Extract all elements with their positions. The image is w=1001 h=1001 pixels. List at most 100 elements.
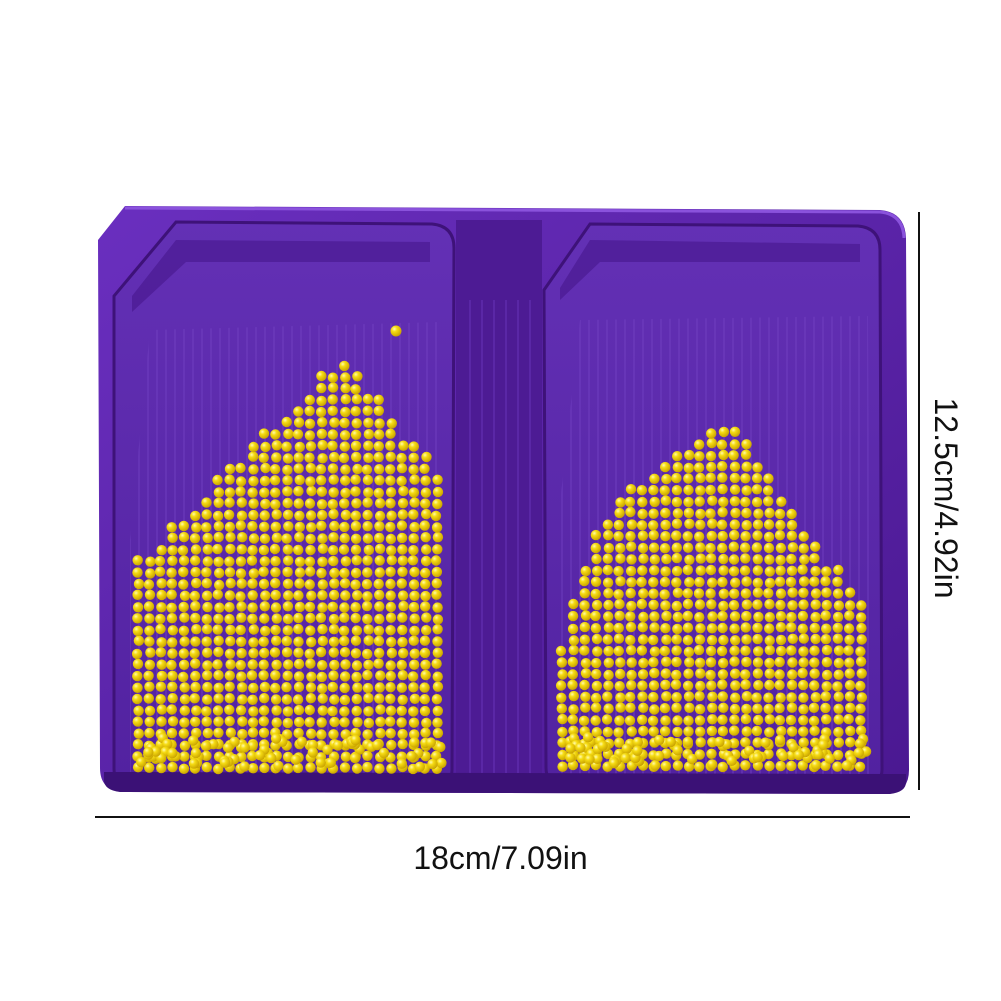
bead xyxy=(626,554,637,565)
bead xyxy=(686,753,698,765)
bead xyxy=(224,648,236,659)
bead xyxy=(601,714,613,725)
bead xyxy=(247,727,259,738)
bead xyxy=(166,589,177,600)
bead xyxy=(396,717,407,728)
bead xyxy=(786,611,797,623)
bead xyxy=(132,739,144,750)
bead xyxy=(591,633,603,645)
bead xyxy=(385,705,397,716)
bead xyxy=(236,612,247,623)
bead xyxy=(694,749,705,760)
bead xyxy=(787,587,798,598)
bead xyxy=(774,508,786,520)
bead xyxy=(844,668,855,679)
bead xyxy=(705,657,717,668)
bead xyxy=(740,553,751,564)
bead xyxy=(316,499,328,510)
bead xyxy=(167,532,178,543)
bead xyxy=(408,601,420,613)
bead xyxy=(396,520,408,531)
bead xyxy=(386,545,397,556)
bead xyxy=(304,556,316,567)
bead xyxy=(672,462,683,473)
bead xyxy=(728,600,740,611)
bead xyxy=(189,693,200,704)
bead xyxy=(304,452,315,463)
bead xyxy=(201,522,212,533)
bead xyxy=(260,462,271,474)
bead xyxy=(420,601,431,612)
bead xyxy=(145,647,156,658)
bead xyxy=(201,614,212,625)
bead xyxy=(201,497,212,508)
bead xyxy=(683,691,695,702)
bead xyxy=(396,578,407,589)
bead xyxy=(317,602,328,613)
bead xyxy=(190,510,201,522)
bead xyxy=(832,611,844,623)
bead xyxy=(650,760,661,771)
bead xyxy=(328,508,339,520)
bead xyxy=(809,576,820,587)
bead xyxy=(212,589,223,600)
bead xyxy=(764,714,775,725)
bead xyxy=(660,679,671,690)
bead xyxy=(350,602,361,613)
bead xyxy=(717,691,728,702)
bead xyxy=(568,690,579,702)
bead xyxy=(378,747,390,759)
bead xyxy=(266,752,277,764)
bead xyxy=(190,681,201,693)
bead xyxy=(844,634,855,645)
bead xyxy=(420,727,431,738)
bead xyxy=(327,429,338,440)
bead xyxy=(693,644,705,656)
bead xyxy=(408,487,420,498)
bead xyxy=(132,682,143,693)
bead xyxy=(764,623,775,634)
bead xyxy=(591,680,603,692)
bead xyxy=(665,736,676,748)
bead xyxy=(201,567,212,578)
bead xyxy=(763,473,774,484)
bead xyxy=(328,589,340,601)
bead xyxy=(602,577,614,588)
bead xyxy=(373,635,385,647)
bead xyxy=(200,740,212,752)
bead xyxy=(294,510,305,521)
bead xyxy=(786,679,798,691)
bead xyxy=(832,761,843,772)
bead xyxy=(340,464,351,475)
bead xyxy=(329,451,340,463)
bead xyxy=(156,704,168,715)
bead xyxy=(706,725,718,737)
bead xyxy=(752,622,763,633)
bead xyxy=(821,599,832,611)
bead xyxy=(259,510,270,521)
bead xyxy=(258,670,269,681)
bead xyxy=(167,670,178,681)
bead xyxy=(385,487,397,498)
bead xyxy=(751,497,763,508)
bead xyxy=(717,622,728,634)
bead xyxy=(350,533,362,544)
bead xyxy=(362,521,373,532)
bead xyxy=(340,487,351,499)
bead xyxy=(660,519,671,531)
bead xyxy=(431,589,442,600)
bead xyxy=(316,520,327,531)
bead xyxy=(684,554,695,565)
bead xyxy=(398,440,409,451)
bead xyxy=(156,762,167,774)
bead xyxy=(603,599,614,611)
bead xyxy=(419,682,430,693)
bead xyxy=(717,761,728,773)
bead xyxy=(613,633,625,644)
bead xyxy=(351,763,363,774)
bead xyxy=(143,693,154,704)
bead xyxy=(350,612,361,624)
bead xyxy=(729,484,741,495)
bead xyxy=(178,728,189,739)
bead xyxy=(189,590,200,602)
